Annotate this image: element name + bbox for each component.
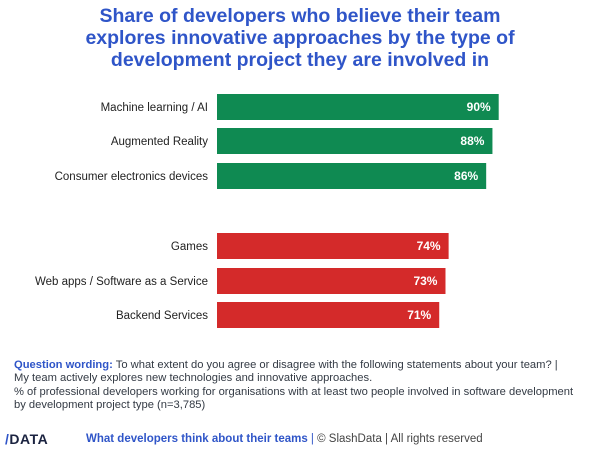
bar-chart: Machine learning / AI 90% Augmented Realit… — [35, 94, 499, 328]
data-label: 71% — [407, 308, 431, 322]
sample-base-text: % of professional developers working for… — [14, 385, 574, 412]
bar — [217, 233, 449, 259]
title-line: development project they are involved in — [110, 49, 490, 71]
question-wording-text: To what extent do you agree or disagree … — [14, 359, 558, 385]
data-label: 73% — [413, 274, 437, 288]
category-label: Web apps / Software as a Service — [35, 276, 208, 288]
question-wording-label: Question wording: — [14, 359, 113, 371]
bar — [217, 128, 493, 154]
slashdata-logo: /DATA — [5, 431, 49, 447]
data-label: 86% — [454, 169, 478, 183]
report-link[interactable]: What developers think about their teams — [86, 433, 308, 445]
footnote: Question wording: To what extent do you … — [14, 359, 574, 413]
category-label: Backend Services — [116, 310, 208, 322]
data-label: 88% — [460, 134, 484, 148]
chart-title: Share of developers who believe their te… — [0, 5, 600, 71]
data-label: 74% — [417, 239, 441, 253]
footer: /DATA What developers think about their … — [0, 431, 600, 451]
copyright-text: © SlashData | All rights reserved — [317, 433, 483, 445]
data-label: 90% — [467, 100, 491, 114]
category-label: Machine learning / AI — [101, 102, 208, 114]
category-label: Augmented Reality — [111, 136, 208, 148]
title-line: Share of developers who believe their te… — [99, 5, 501, 27]
bar — [217, 94, 499, 120]
footer-separator: | — [307, 433, 318, 445]
title-line: explores innovative approaches by the ty… — [85, 27, 515, 49]
bar — [217, 302, 440, 328]
category-label: Consumer electronics devices — [55, 171, 209, 183]
bar — [217, 268, 446, 294]
bar — [217, 163, 487, 189]
category-label: Games — [171, 241, 208, 253]
